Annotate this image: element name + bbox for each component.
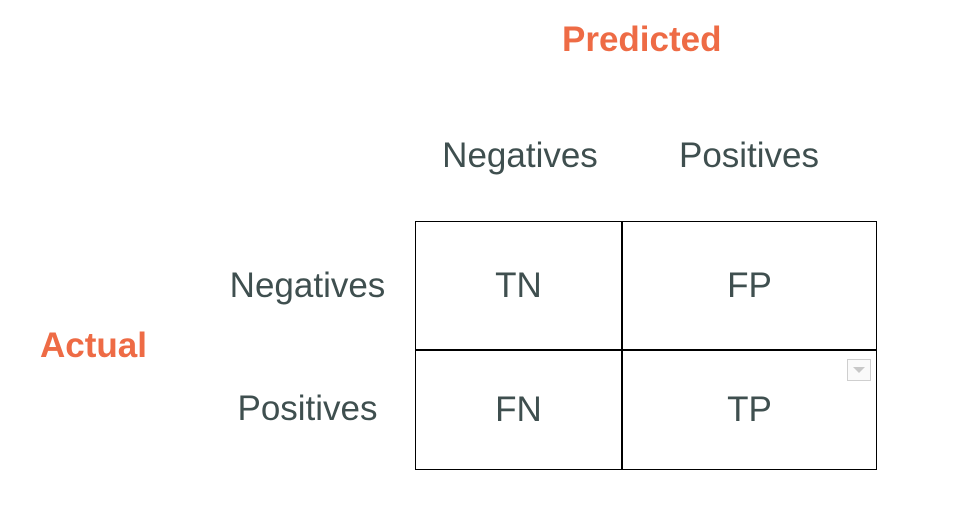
cell-label: FN — [495, 390, 542, 429]
column-header-negatives: Negatives — [442, 136, 598, 175]
predicted-axis-title: Predicted — [562, 20, 722, 59]
column-header-positives: Positives — [678, 136, 820, 175]
cell-false-negative: FN — [415, 350, 622, 470]
cell-true-positive: TP — [622, 350, 877, 470]
actual-axis-title: Actual — [40, 326, 147, 365]
row-header-negatives: Negatives — [229, 266, 386, 305]
cell-false-positive: FP — [622, 221, 877, 350]
row-header-positives: Positives — [237, 389, 378, 428]
cell-label: TP — [727, 390, 772, 429]
cell-label: TN — [495, 265, 542, 305]
chevron-down-icon[interactable] — [847, 359, 871, 381]
triangle-down-shape — [853, 367, 865, 373]
cell-label: FP — [727, 265, 772, 305]
confusion-matrix-table: TN FP FN TP — [415, 221, 877, 470]
cell-true-negative: TN — [415, 221, 622, 350]
